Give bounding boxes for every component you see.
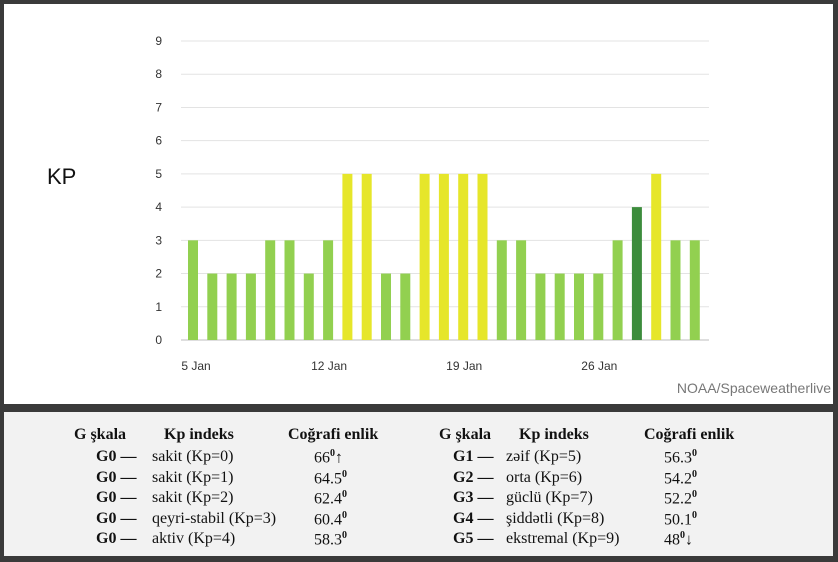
kp-bar-chart: 0 1 2 3 4 5 6 7 8 9 5 Jan 12 Jan 19 Jan 26 Jan (155, 34, 709, 373)
bar (631, 207, 642, 340)
bar (400, 273, 411, 340)
latitude: 64.50 (314, 468, 347, 487)
kp-description: sakit (Kp=2) (152, 489, 234, 506)
header-cell: G şkala (439, 426, 492, 443)
bar (670, 240, 681, 340)
kp-description: orta (Kp=6) (506, 468, 583, 486)
x-tick-label: 5 Jan (181, 359, 210, 373)
kp-description: aktiv (Kp=4) (152, 530, 236, 547)
kp-description: güclü (Kp=7) (506, 489, 593, 506)
table-row: G2 — orta (Kp=6) 54.20 (436, 469, 816, 490)
bar (477, 173, 488, 340)
latitude: 54.20 (664, 468, 697, 487)
latitude: 56.30 (664, 448, 697, 467)
kp-description: sakit (Kp=1) (152, 468, 234, 486)
y-tick-label: 3 (155, 233, 162, 247)
bar (284, 240, 295, 340)
g-level: G1 — (453, 448, 494, 465)
bar (458, 173, 469, 340)
table-row: G0 — qeyri-stabil (Kp=3) 60.40 (74, 510, 444, 531)
g-level: G0 — (96, 468, 137, 486)
header-cell: Kp indeks (164, 426, 234, 443)
bar (342, 173, 353, 340)
source-credit: NOAA/Spaceweatherlive (676, 380, 831, 396)
y-axis-label: KP (47, 164, 77, 189)
bar (207, 273, 218, 340)
bar (593, 273, 604, 340)
table-left: G şkala Kp indeks Coğrafi enlik G0 — sakit (… (74, 426, 444, 551)
bar (419, 173, 430, 340)
table-row: G3 — güclü (Kp=7) 52.20 (436, 489, 816, 510)
bar (651, 173, 662, 340)
table-row: G5 — ekstremal (Kp=9) 480↓ (436, 530, 816, 551)
kp-description: qeyri-stabil (Kp=3) (152, 509, 277, 527)
y-tick-label: 1 (155, 300, 162, 314)
g-scale-table: G şkala Kp indeks Coğrafi enlik G0 — sakit (… (4, 412, 833, 556)
table-header: G şkala Kp indeks Coğrafi enlik (74, 426, 444, 448)
x-tick-label: 12 Jan (311, 359, 347, 373)
y-tick-label: 4 (155, 200, 162, 214)
g-level: G0 — (96, 509, 137, 527)
table-row: G4 — şiddətli (Kp=8) 50.10 (436, 510, 816, 531)
bar (323, 240, 334, 340)
y-tick-label: 8 (155, 67, 162, 81)
latitude: 52.20 (664, 489, 697, 508)
bar (689, 240, 700, 340)
g-level: G2 — (453, 468, 494, 486)
table-row: G0 — sakit (Kp=2) 62.40 (74, 489, 444, 510)
bar (612, 240, 623, 340)
header-cell: Kp indeks (519, 426, 589, 443)
latitude: 660↑ (314, 448, 343, 467)
chart-panel: 0 1 2 3 4 5 6 7 8 9 5 Jan 12 Jan 19 Jan 26 Jan KP NOA… (4, 4, 833, 404)
bar (303, 273, 314, 340)
kp-description: ekstremal (Kp=9) (506, 530, 620, 547)
table-row: G0 — aktiv (Kp=4) 58.30 (74, 530, 444, 551)
header-cell: G şkala (74, 426, 127, 443)
bar (361, 173, 372, 340)
y-tick-label: 2 (155, 267, 162, 281)
g-level: G0 — (96, 530, 137, 547)
bar (438, 173, 449, 340)
latitude: 60.40 (314, 509, 347, 528)
bar (574, 273, 584, 340)
bar (535, 273, 546, 340)
y-tick-label: 5 (155, 167, 162, 181)
y-tick-label: 6 (155, 134, 162, 148)
table-header: G şkala Kp indeks Coğrafi enlik (436, 426, 816, 448)
latitude: 50.10 (664, 509, 697, 528)
kp-description: sakit (Kp=0) (152, 448, 234, 465)
table-right: G şkala Kp indeks Coğrafi enlik G1 — zəif (K… (436, 426, 816, 551)
bar (516, 240, 527, 340)
g-level: G0 — (96, 448, 137, 465)
latitude: 62.40 (314, 489, 347, 508)
bar (496, 240, 507, 340)
header-cell: Coğrafi enlik (644, 426, 735, 443)
y-tick-label: 9 (155, 34, 162, 48)
table-row: G0 — sakit (Kp=1) 64.50 (74, 469, 444, 490)
g-level: G3 — (453, 489, 494, 506)
table-row: G0 — sakit (Kp=0) 660↑ (74, 448, 444, 469)
y-tick-label: 0 (155, 333, 162, 347)
kp-description: zəif (Kp=5) (506, 448, 582, 465)
bar (245, 273, 256, 340)
bar (381, 273, 391, 340)
latitude: 480↓ (664, 530, 693, 549)
g-level: G4 — (453, 509, 494, 527)
header-cell: Coğrafi enlik (288, 426, 379, 443)
table-row: G1 — zəif (Kp=5) 56.30 (436, 448, 816, 469)
bar (226, 273, 237, 340)
bar (265, 240, 276, 340)
g-level: G0 — (96, 489, 137, 506)
y-tick-label: 7 (155, 100, 162, 114)
latitude: 58.30 (314, 530, 347, 549)
bar (188, 240, 198, 340)
kp-description: şiddətli (Kp=8) (506, 509, 605, 527)
g-level: G5 — (453, 530, 494, 547)
x-tick-label: 26 Jan (581, 359, 617, 373)
x-tick-label: 19 Jan (446, 359, 482, 373)
bar (554, 273, 565, 340)
